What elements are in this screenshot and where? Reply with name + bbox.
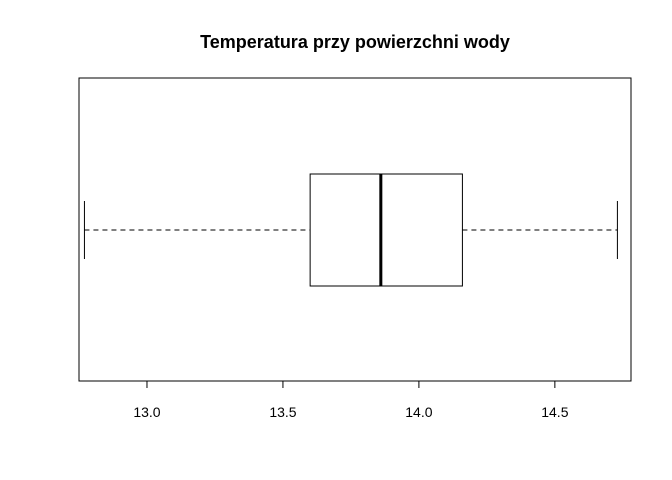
interquartile-box xyxy=(309,173,463,287)
x-tick-label: 14.5 xyxy=(541,404,568,420)
x-ticks: 13.0 13.5 14.0 14.5 xyxy=(133,381,569,420)
x-tick-label: 14.0 xyxy=(405,404,432,420)
x-axis: 13.0 13.5 14.0 14.5 xyxy=(133,380,569,420)
x-tick-label: 13.5 xyxy=(269,404,296,420)
x-tick-label: 13.0 xyxy=(133,404,160,420)
box-element xyxy=(83,173,618,287)
chart-title: Temperatura przy powierzchni wody xyxy=(200,32,510,52)
